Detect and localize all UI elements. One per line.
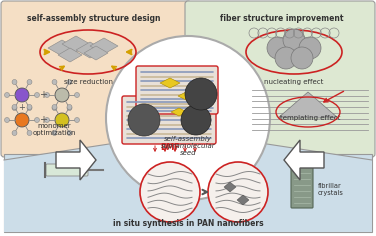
Polygon shape	[237, 195, 249, 205]
Polygon shape	[160, 78, 180, 88]
Circle shape	[27, 105, 32, 110]
Text: self-assembly structure design: self-assembly structure design	[27, 14, 161, 23]
Circle shape	[291, 47, 313, 69]
Circle shape	[128, 104, 160, 136]
Text: templating effect: templating effect	[280, 115, 340, 121]
Text: fiber structure improvement: fiber structure improvement	[220, 14, 344, 23]
Polygon shape	[58, 48, 82, 62]
Polygon shape	[184, 124, 200, 132]
Circle shape	[67, 105, 72, 110]
Polygon shape	[171, 108, 187, 116]
Circle shape	[67, 80, 72, 84]
Text: DMF: DMF	[160, 143, 180, 152]
Circle shape	[5, 93, 9, 97]
Circle shape	[140, 162, 200, 222]
Circle shape	[181, 105, 211, 135]
Circle shape	[27, 131, 32, 135]
Circle shape	[74, 93, 79, 97]
Circle shape	[5, 118, 9, 122]
Circle shape	[35, 118, 39, 122]
Circle shape	[299, 37, 321, 59]
FancyBboxPatch shape	[185, 1, 375, 157]
Circle shape	[12, 105, 17, 110]
Circle shape	[52, 105, 57, 110]
Polygon shape	[56, 140, 96, 180]
Polygon shape	[224, 182, 236, 192]
Circle shape	[44, 118, 50, 122]
Circle shape	[55, 88, 69, 102]
Polygon shape	[4, 154, 372, 232]
Text: +: +	[18, 104, 26, 113]
Polygon shape	[178, 91, 198, 101]
Circle shape	[12, 131, 17, 135]
Text: nucleating effect: nucleating effect	[264, 79, 324, 85]
Circle shape	[106, 36, 270, 200]
Polygon shape	[278, 92, 338, 118]
FancyBboxPatch shape	[122, 96, 216, 144]
Circle shape	[67, 105, 72, 110]
Polygon shape	[284, 140, 324, 180]
Polygon shape	[62, 36, 90, 52]
Circle shape	[15, 88, 29, 102]
Polygon shape	[76, 42, 104, 58]
Circle shape	[267, 37, 289, 59]
Circle shape	[15, 113, 29, 127]
Circle shape	[12, 80, 17, 84]
Polygon shape	[4, 132, 372, 232]
Circle shape	[185, 78, 217, 110]
Circle shape	[67, 131, 72, 135]
FancyBboxPatch shape	[46, 164, 88, 176]
Polygon shape	[48, 40, 76, 56]
Text: fibrillar
crystals: fibrillar crystals	[318, 184, 344, 197]
Text: in situ synthesis in PAN nanofibers: in situ synthesis in PAN nanofibers	[113, 219, 263, 228]
Circle shape	[74, 118, 79, 122]
Circle shape	[55, 113, 69, 127]
Polygon shape	[84, 46, 108, 60]
Circle shape	[27, 105, 32, 110]
Circle shape	[44, 93, 50, 97]
Circle shape	[208, 162, 268, 222]
Circle shape	[52, 131, 57, 135]
Text: monomer
optimization: monomer optimization	[32, 123, 76, 136]
Circle shape	[275, 47, 297, 69]
Text: +: +	[39, 90, 47, 100]
Text: self-assembly
supramolecular
seed: self-assembly supramolecular seed	[161, 136, 215, 156]
Circle shape	[27, 80, 32, 84]
Circle shape	[52, 105, 57, 110]
Text: size reduction: size reduction	[64, 79, 112, 85]
Circle shape	[283, 29, 305, 51]
FancyBboxPatch shape	[291, 162, 313, 208]
Polygon shape	[90, 38, 118, 54]
FancyBboxPatch shape	[1, 1, 191, 157]
Circle shape	[35, 93, 39, 97]
Text: +: +	[39, 115, 47, 125]
FancyBboxPatch shape	[136, 66, 218, 114]
Circle shape	[12, 105, 17, 110]
Circle shape	[52, 80, 57, 84]
